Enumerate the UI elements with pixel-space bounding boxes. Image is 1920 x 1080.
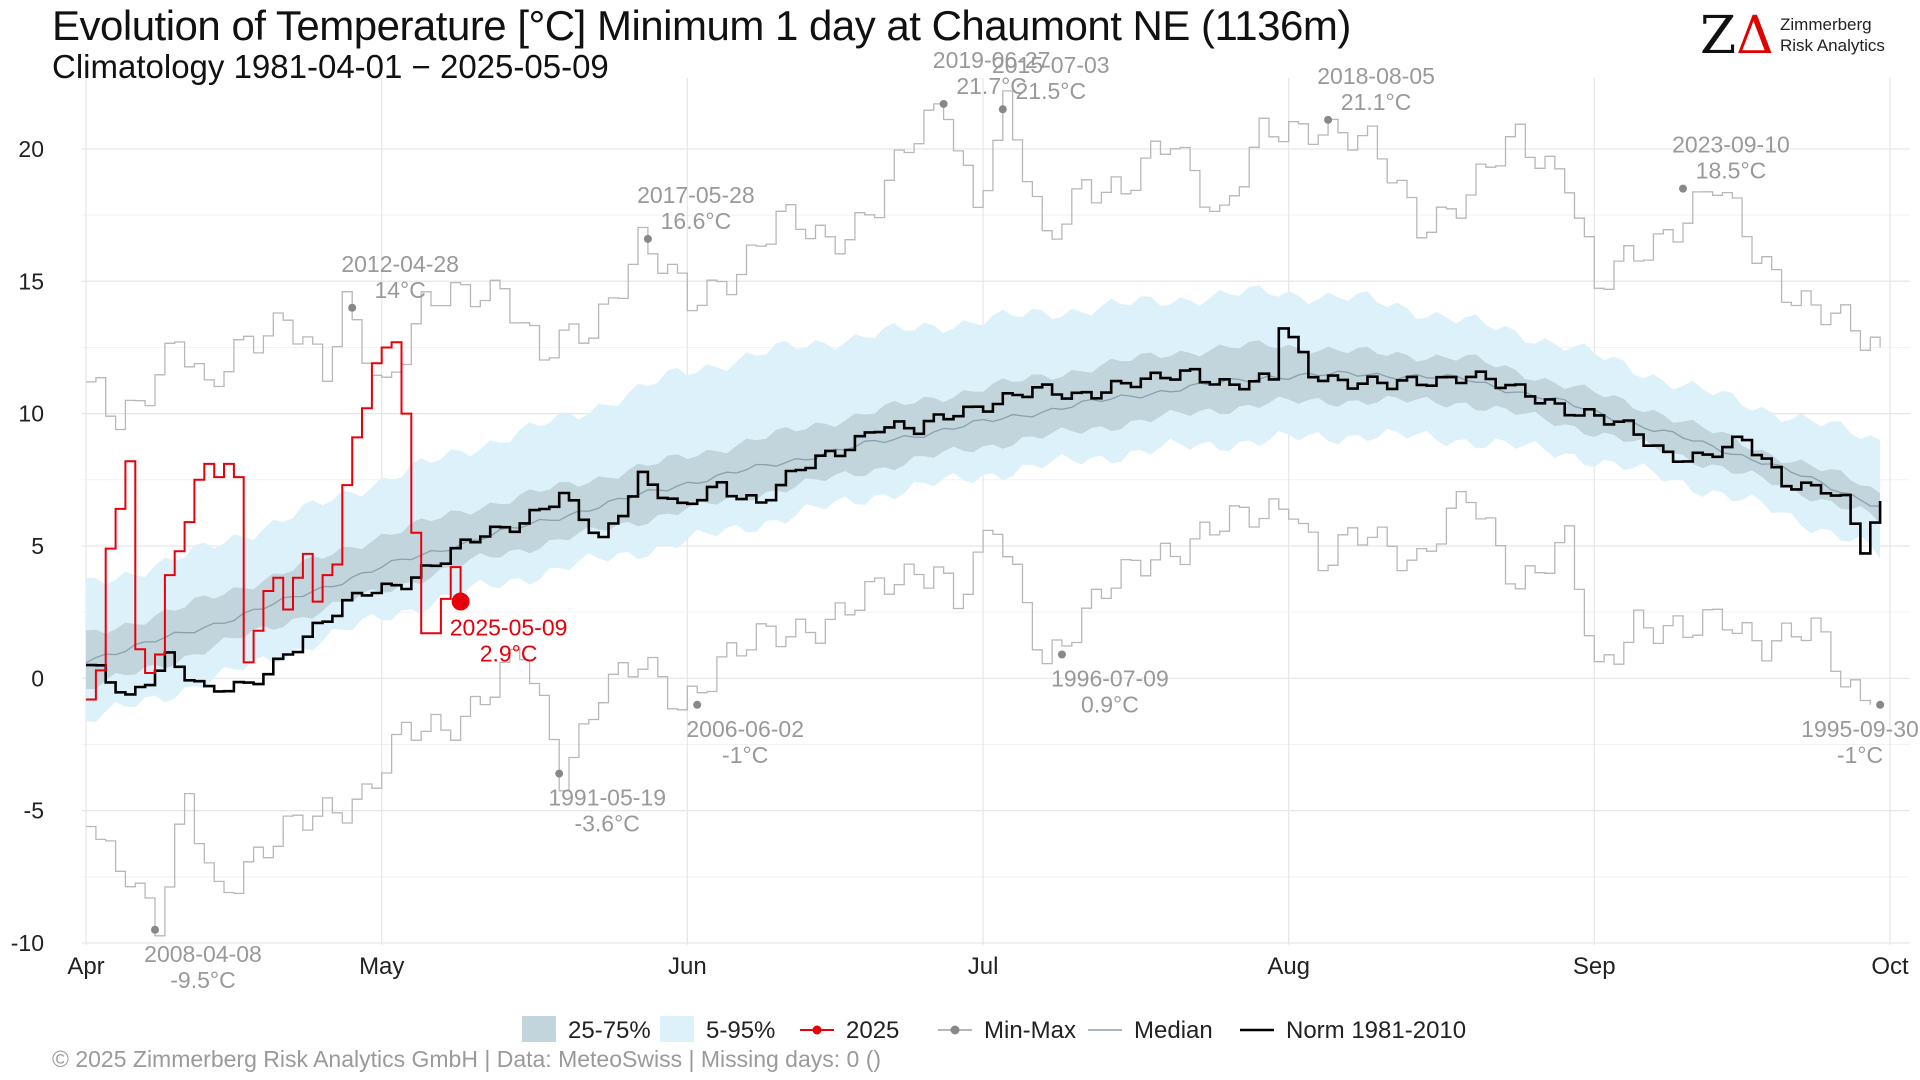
y-tick-label: -5 [24, 798, 44, 824]
norm-line [86, 327, 1882, 696]
min-line [86, 490, 1871, 937]
annotation-value: -1°C [722, 742, 768, 768]
annotation-date: 2015-07-03 [992, 52, 1110, 78]
extreme-point [348, 303, 357, 312]
extreme-point [1678, 184, 1687, 193]
annotation-value: 21.7°C [956, 73, 1027, 99]
x-tick-label: Aug [1267, 953, 1310, 980]
current-marker-date: 2025-05-09 [450, 615, 568, 641]
y-tick-label: 20 [18, 136, 44, 162]
extreme-point [1876, 700, 1885, 709]
legend-swatch-band_25_75 [522, 1016, 556, 1042]
extreme-point [555, 769, 564, 778]
series-lines: 2025-05-092.9°C [85, 90, 1882, 937]
logo-mark-z: Z [1700, 6, 1737, 66]
annotation-value: 0.9°C [1081, 691, 1139, 717]
x-tick-label: Oct [1871, 953, 1909, 980]
annotation-value: 16.6°C [661, 208, 732, 234]
logo-line-1: Zimmerberg [1780, 15, 1872, 34]
annotation-date: 1991-05-19 [548, 785, 666, 811]
logo-mark-delta: Δ [1736, 6, 1774, 66]
legend-swatch-band_5_95 [660, 1016, 694, 1042]
legend-label-band_25_75: 25-75% [568, 1017, 651, 1044]
x-tick-label: May [359, 953, 404, 980]
legend-swatch-dot-minmax [950, 1025, 960, 1035]
annotation-date: 2023-09-10 [1672, 132, 1790, 158]
company-logo: ZΔ Zimmerberg Risk Analytics [1700, 8, 1910, 64]
x-tick-label: Jul [968, 953, 999, 980]
y-tick-label: -10 [11, 930, 44, 956]
extreme-point [1057, 650, 1066, 659]
annotation-value: 14°C [374, 277, 425, 303]
extreme-point [939, 99, 948, 108]
legend-label-current_year: 2025 [846, 1017, 899, 1044]
x-tick-label: Jun [668, 953, 707, 980]
x-tick-label: Apr [67, 953, 104, 980]
annotation-value: 21.1°C [1341, 89, 1412, 115]
annotation-value: -3.6°C [574, 811, 639, 837]
median-line [85, 370, 1881, 664]
current-year-marker [451, 592, 470, 611]
annotation-date: 2006-06-02 [686, 716, 804, 742]
annotation-value: -9.5°C [170, 967, 235, 993]
annotation-value: -1°C [1837, 742, 1883, 768]
current-year-line [86, 341, 462, 701]
annotation-date: 2008-04-08 [144, 941, 262, 967]
legend-label-norm: Norm 1981-2010 [1286, 1017, 1466, 1044]
annotation-date: 2018-08-05 [1317, 63, 1435, 89]
logo-mark: ZΔ [1700, 8, 1774, 64]
extreme-point [998, 105, 1007, 114]
legend-label-band_5_95: 5-95% [706, 1017, 775, 1044]
y-tick-label: 5 [31, 533, 44, 559]
chart-title: Evolution of Temperature [°C] Minimum 1 … [52, 2, 1351, 49]
chart-subtitle: Climatology 1981-04-01 − 2025-05-09 [52, 48, 609, 85]
y-tick-label: 10 [18, 401, 44, 427]
extreme-point [151, 925, 160, 934]
axes: -10 -5 0 5 10 15 20 Apr May Jun Jul Aug Sep Oct [11, 136, 1909, 980]
x-tick-label: Sep [1573, 953, 1616, 980]
annotation-value: 18.5°C [1696, 158, 1767, 184]
current-marker-value: 2.9°C [480, 641, 538, 667]
y-tick-label: 15 [18, 268, 44, 294]
logo-text: Zimmerberg Risk Analytics [1780, 14, 1885, 56]
annotation-date: 2017-05-28 [637, 182, 755, 208]
footer-caption: © 2025 Zimmerberg Risk Analytics GmbH | … [52, 1046, 882, 1072]
y-tick-label: 0 [31, 665, 44, 691]
legend-label-median: Median [1134, 1017, 1213, 1044]
annotation-date: 2019-06-27 [933, 47, 1051, 73]
annotation-date: 1996-07-09 [1051, 665, 1169, 691]
legend-label-minmax: Min-Max [984, 1017, 1076, 1044]
extreme-point [693, 700, 702, 709]
annotation-date: 1995-09-30 [1801, 716, 1919, 742]
legend-swatch-dot-current_year [812, 1025, 822, 1035]
logo-line-2: Risk Analytics [1780, 36, 1885, 55]
extreme-point [1324, 115, 1333, 124]
max-line [86, 90, 1881, 431]
extreme-point [643, 234, 652, 243]
legend: 25-75% 5-95% 2025 Min-Max Median Norm 1981-20… [522, 1016, 1466, 1044]
annotation-date: 2012-04-28 [341, 251, 459, 277]
annotation-value: 21.5°C [1015, 78, 1086, 104]
